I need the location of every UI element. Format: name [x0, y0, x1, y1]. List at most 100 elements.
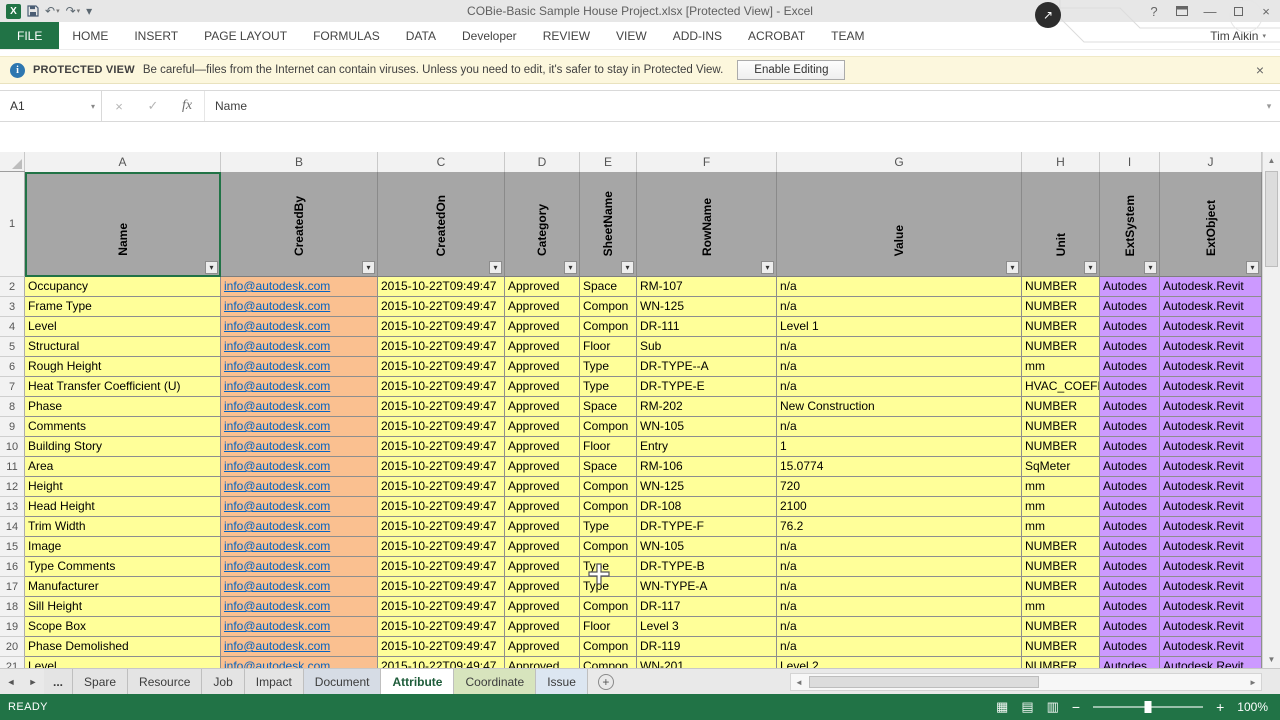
cell-E9[interactable]: Compon — [580, 417, 637, 437]
filter-button-rowname[interactable]: ▾ — [761, 261, 774, 274]
cell-C5[interactable]: 2015-10-22T09:49:47 — [378, 337, 505, 357]
excel-logo-icon[interactable]: X — [6, 3, 21, 19]
cell-B4[interactable]: info@autodesk.com — [221, 317, 378, 337]
cell-J19[interactable]: Autodesk.Revit — [1160, 617, 1262, 637]
cell-B19[interactable]: info@autodesk.com — [221, 617, 378, 637]
row-header-19[interactable]: 19 — [0, 617, 25, 637]
cell-D16[interactable]: Approved — [505, 557, 580, 577]
cell-J16[interactable]: Autodesk.Revit — [1160, 557, 1262, 577]
cell-G3[interactable]: n/a — [777, 297, 1022, 317]
cell-G7[interactable]: n/a — [777, 377, 1022, 397]
sheet-nav-right-icon[interactable]: ► — [28, 676, 38, 687]
cell-C11[interactable]: 2015-10-22T09:49:47 — [378, 457, 505, 477]
enable-editing-button[interactable]: Enable Editing — [737, 60, 846, 80]
zoom-slider[interactable] — [1093, 701, 1204, 713]
cell-I5[interactable]: Autodes — [1100, 337, 1160, 357]
cell-J11[interactable]: Autodesk.Revit — [1160, 457, 1262, 477]
cell-A21[interactable]: Level — [25, 657, 221, 668]
row-header-17[interactable]: 17 — [0, 577, 25, 597]
cell-C7[interactable]: 2015-10-22T09:49:47 — [378, 377, 505, 397]
cell-D18[interactable]: Approved — [505, 597, 580, 617]
cell-H20[interactable]: NUMBER — [1022, 637, 1100, 657]
cell-J17[interactable]: Autodesk.Revit — [1160, 577, 1262, 597]
cell-E20[interactable]: Compon — [580, 637, 637, 657]
cell-G15[interactable]: n/a — [777, 537, 1022, 557]
column-header-C[interactable]: C — [378, 152, 505, 172]
cell-A6[interactable]: Rough Height — [25, 357, 221, 377]
cell-F15[interactable]: WN-105 — [637, 537, 777, 557]
cell-C2[interactable]: 2015-10-22T09:49:47 — [378, 277, 505, 297]
cell-I19[interactable]: Autodes — [1100, 617, 1160, 637]
cell-I17[interactable]: Autodes — [1100, 577, 1160, 597]
cell-E6[interactable]: Type — [580, 357, 637, 377]
cell-C10[interactable]: 2015-10-22T09:49:47 — [378, 437, 505, 457]
cell-B17[interactable]: info@autodesk.com — [221, 577, 378, 597]
cell-B9[interactable]: info@autodesk.com — [221, 417, 378, 437]
cell-J3[interactable]: Autodesk.Revit — [1160, 297, 1262, 317]
filter-button-sheetname[interactable]: ▾ — [621, 261, 634, 274]
cell-B20[interactable]: info@autodesk.com — [221, 637, 378, 657]
cell-B3[interactable]: info@autodesk.com — [221, 297, 378, 317]
cell-D11[interactable]: Approved — [505, 457, 580, 477]
row-header-14[interactable]: 14 — [0, 517, 25, 537]
help-icon[interactable]: ? — [1150, 3, 1158, 19]
row-header-6[interactable]: 6 — [0, 357, 25, 377]
column-header-J[interactable]: J — [1160, 152, 1262, 172]
row-header-11[interactable]: 11 — [0, 457, 25, 477]
cell-J10[interactable]: Autodesk.Revit — [1160, 437, 1262, 457]
cell-F19[interactable]: Level 3 — [637, 617, 777, 637]
page-break-preview-icon[interactable]: ▥ — [1046, 699, 1059, 714]
cell-F10[interactable]: Entry — [637, 437, 777, 457]
cell-G6[interactable]: n/a — [777, 357, 1022, 377]
cell-E16[interactable]: Type — [580, 557, 637, 577]
zoom-level[interactable]: 100% — [1237, 700, 1268, 714]
cell-J15[interactable]: Autodesk.Revit — [1160, 537, 1262, 557]
name-box-dropdown-icon[interactable]: ▾ — [90, 101, 95, 111]
header-cell-unit[interactable]: Unit ▾ — [1022, 172, 1100, 277]
cell-J12[interactable]: Autodesk.Revit — [1160, 477, 1262, 497]
filter-button-createdby[interactable]: ▾ — [362, 261, 375, 274]
cell-H8[interactable]: NUMBER — [1022, 397, 1100, 417]
cell-F14[interactable]: DR-TYPE-F — [637, 517, 777, 537]
cell-F20[interactable]: DR-119 — [637, 637, 777, 657]
cell-D19[interactable]: Approved — [505, 617, 580, 637]
row-header-20[interactable]: 20 — [0, 637, 25, 657]
select-all-corner[interactable] — [0, 152, 25, 171]
ribbon-tab-add-ins[interactable]: ADD-INS — [672, 28, 723, 43]
cell-B12[interactable]: info@autodesk.com — [221, 477, 378, 497]
cell-G10[interactable]: 1 — [777, 437, 1022, 457]
confirm-entry-icon[interactable]: ✓ — [147, 98, 159, 113]
cell-B8[interactable]: info@autodesk.com — [221, 397, 378, 417]
cell-G14[interactable]: 76.2 — [777, 517, 1022, 537]
cell-E11[interactable]: Space — [580, 457, 637, 477]
cell-A13[interactable]: Head Height — [25, 497, 221, 517]
cell-C16[interactable]: 2015-10-22T09:49:47 — [378, 557, 505, 577]
cell-B13[interactable]: info@autodesk.com — [221, 497, 378, 517]
cell-H12[interactable]: mm — [1022, 477, 1100, 497]
horizontal-scrollbar[interactable]: ◄ ► — [790, 673, 1262, 691]
row-header-18[interactable]: 18 — [0, 597, 25, 617]
cell-G2[interactable]: n/a — [777, 277, 1022, 297]
cell-A16[interactable]: Type Comments — [25, 557, 221, 577]
cell-D15[interactable]: Approved — [505, 537, 580, 557]
filter-button-extobject[interactable]: ▾ — [1246, 261, 1259, 274]
row-header-9[interactable]: 9 — [0, 417, 25, 437]
cell-H10[interactable]: NUMBER — [1022, 437, 1100, 457]
cell-I11[interactable]: Autodes — [1100, 457, 1160, 477]
cell-A11[interactable]: Area — [25, 457, 221, 477]
cell-F7[interactable]: DR-TYPE-E — [637, 377, 777, 397]
cell-C15[interactable]: 2015-10-22T09:49:47 — [378, 537, 505, 557]
cell-I4[interactable]: Autodes — [1100, 317, 1160, 337]
customize-qat-icon[interactable]: ▾ — [86, 4, 93, 18]
cell-I10[interactable]: Autodes — [1100, 437, 1160, 457]
cell-H7[interactable]: HVAC_COEFFI — [1022, 377, 1100, 397]
cell-D8[interactable]: Approved — [505, 397, 580, 417]
cell-B21[interactable]: info@autodesk.com — [221, 657, 378, 668]
cell-D3[interactable]: Approved — [505, 297, 580, 317]
sheet-tab-impact[interactable]: Impact — [244, 669, 304, 694]
cell-D5[interactable]: Approved — [505, 337, 580, 357]
filter-button-value[interactable]: ▾ — [1006, 261, 1019, 274]
column-header-F[interactable]: F — [637, 152, 777, 172]
cell-I18[interactable]: Autodes — [1100, 597, 1160, 617]
scroll-left-icon[interactable]: ◄ — [795, 677, 803, 687]
